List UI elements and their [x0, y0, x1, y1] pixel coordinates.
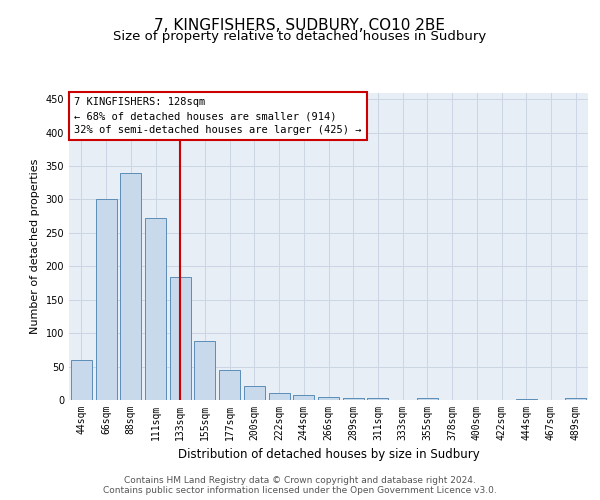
- Bar: [170, 277, 191, 400]
- Bar: [145, 218, 166, 400]
- Y-axis label: Number of detached properties: Number of detached properties: [30, 158, 40, 334]
- Text: Size of property relative to detached houses in Sudbury: Size of property relative to detached ho…: [113, 30, 487, 43]
- Bar: [516, 398, 537, 400]
- Bar: [120, 172, 141, 400]
- Bar: [367, 398, 388, 400]
- Text: 7, KINGFISHERS, SUDBURY, CO10 2BE: 7, KINGFISHERS, SUDBURY, CO10 2BE: [155, 18, 445, 32]
- Bar: [244, 386, 265, 400]
- Bar: [71, 360, 92, 400]
- Bar: [318, 398, 339, 400]
- Bar: [417, 398, 438, 400]
- X-axis label: Distribution of detached houses by size in Sudbury: Distribution of detached houses by size …: [178, 448, 479, 462]
- Bar: [95, 200, 116, 400]
- Bar: [219, 370, 240, 400]
- Bar: [293, 396, 314, 400]
- Text: 7 KINGFISHERS: 128sqm
← 68% of detached houses are smaller (914)
32% of semi-det: 7 KINGFISHERS: 128sqm ← 68% of detached …: [74, 97, 362, 135]
- Text: Contains HM Land Registry data © Crown copyright and database right 2024.
Contai: Contains HM Land Registry data © Crown c…: [103, 476, 497, 495]
- Bar: [343, 398, 364, 400]
- Bar: [194, 341, 215, 400]
- Bar: [565, 398, 586, 400]
- Bar: [269, 394, 290, 400]
